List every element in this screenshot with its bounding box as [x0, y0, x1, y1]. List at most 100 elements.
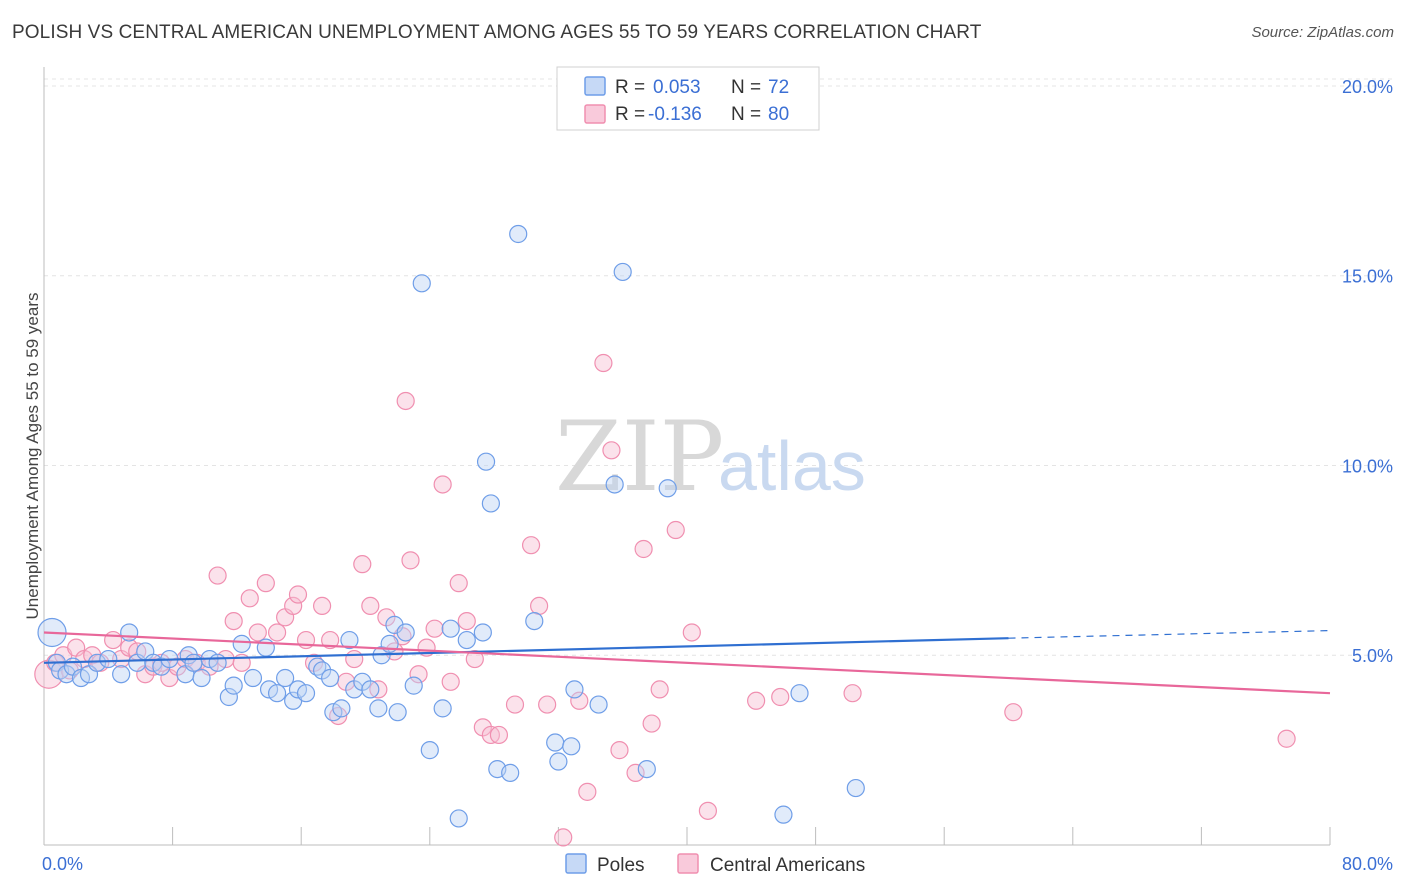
poles-point [658, 479, 677, 498]
poles-point [184, 653, 203, 672]
central-americans-point [570, 691, 589, 710]
x-tick-label-max: 80.0% [1342, 854, 1393, 874]
central-americans-point [457, 611, 476, 631]
x-tick-labels: 0.0% 80.0% [42, 854, 1393, 874]
central-americans-point [441, 672, 460, 691]
trend-lines [43, 629, 1331, 695]
watermark: ZIP atlas [555, 401, 866, 513]
poles-point [605, 475, 624, 494]
central-americans-point [449, 574, 468, 593]
central-americans-trend-line [43, 631, 1331, 695]
x-tick-label-min: 0.0% [42, 854, 83, 874]
central-americans-point [104, 630, 123, 650]
legend-r-value-poles: 0.053 [653, 77, 701, 98]
poles-point [420, 741, 439, 760]
central-americans-point [465, 649, 484, 669]
poles-point [87, 653, 107, 672]
central-americans-point [682, 623, 701, 642]
central-americans-point [433, 475, 452, 494]
central-americans-point [747, 691, 766, 710]
poles-point [546, 733, 565, 752]
poles-point [276, 668, 295, 688]
central-americans-point [489, 725, 509, 745]
central-americans-point [530, 596, 549, 616]
central-americans-point [626, 763, 645, 782]
central-americans-point [425, 619, 444, 638]
central-americans-point [634, 539, 653, 559]
poles-point [321, 668, 340, 688]
central-americans-point [554, 828, 573, 847]
poles-point [774, 805, 793, 824]
central-americans-point [610, 741, 629, 760]
bottom-legend-swatch-poles [565, 853, 587, 874]
poles-point [396, 623, 415, 642]
watermark-zip: ZIP [555, 401, 724, 513]
poles-point [332, 699, 351, 718]
poles-point [99, 649, 118, 669]
poles-point [481, 494, 500, 513]
y-tick-labels: 5.0% 10.0% 15.0% 20.0% [1342, 77, 1393, 666]
central-americans-point [353, 555, 372, 574]
poles-point [433, 699, 452, 718]
poles-point [369, 699, 388, 718]
legend-n-label-poles: N = [731, 77, 761, 98]
poles-point [525, 611, 544, 631]
legend-r-value-central: -0.136 [648, 104, 702, 125]
poles-point [846, 778, 865, 798]
poles-point [790, 684, 809, 703]
legend-r-label-central: R = [615, 104, 645, 125]
poles-point [441, 619, 460, 638]
poles-point [476, 452, 496, 471]
poles-trend-line [43, 637, 1009, 664]
poles-point [296, 684, 316, 703]
chart-title: POLISH VS CENTRAL AMERICAN UNEMPLOYMENT … [12, 22, 982, 43]
poles-point [637, 759, 656, 779]
poles-point [192, 668, 211, 688]
central-americans-point [698, 801, 717, 820]
central-americans-point [642, 714, 661, 733]
poles-point [340, 630, 359, 650]
poles-point [613, 262, 632, 282]
central-americans-point [843, 684, 862, 703]
poles-point [549, 752, 568, 771]
central-americans-point [321, 630, 340, 650]
poles-point [243, 668, 263, 688]
central-americans-point [1004, 703, 1023, 722]
central-americans-point [401, 551, 420, 570]
central-americans-point [345, 649, 364, 669]
central-americans-point [578, 782, 597, 801]
poles-point [57, 665, 76, 684]
poles-point [388, 703, 407, 722]
central-americans-point [267, 623, 287, 642]
source-label: Source: ZipAtlas.com [1251, 24, 1394, 41]
central-americans-point [361, 596, 380, 616]
poles-point [267, 684, 287, 703]
y-axis-label: Unemployment Among Ages 55 to 59 years [23, 293, 42, 620]
legend-swatch-central-americans [584, 104, 606, 124]
y-tick-label: 10.0% [1342, 456, 1393, 476]
central-americans-point [312, 596, 332, 616]
central-americans-point [650, 680, 669, 699]
central-americans-point [594, 353, 613, 373]
central-americans-points [34, 353, 1296, 847]
poles-point [232, 634, 251, 653]
central-americans-point [248, 623, 267, 642]
bottom-legend-label-central: Central Americans [710, 855, 865, 876]
legend-n-value-central: 80 [768, 104, 789, 125]
central-americans-point [288, 585, 308, 604]
central-americans-point [505, 695, 525, 714]
y-tick-label: 15.0% [1342, 267, 1393, 287]
poles-point [112, 665, 131, 684]
bottom-legend-label-poles: Poles [597, 855, 645, 876]
central-americans-point [240, 589, 259, 608]
grid [44, 78, 1395, 656]
poles-point [120, 623, 139, 642]
legend-r-label-poles: R = [615, 77, 645, 98]
legend-swatch-poles [584, 76, 606, 96]
central-americans-point [224, 611, 243, 631]
poles-points [37, 224, 865, 828]
central-americans-point [1277, 729, 1296, 748]
poles-point [404, 676, 423, 695]
central-americans-point [256, 574, 275, 593]
